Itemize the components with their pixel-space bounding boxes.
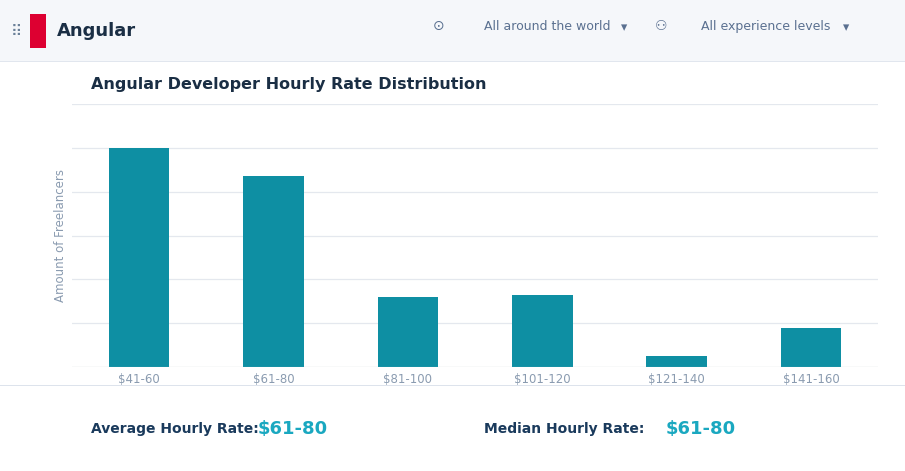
Text: ▾: ▾ [843,22,849,34]
Bar [243,176,304,367]
Text: All around the world: All around the world [484,20,611,32]
Text: Median Hourly Rate:: Median Hourly Rate: [484,422,644,436]
Text: $61-80: $61-80 [665,420,735,438]
Text: ⚇: ⚇ [654,19,667,33]
Bar [109,147,169,367]
Text: ▾: ▾ [622,22,627,34]
Y-axis label: Amount of Freelancers: Amount of Freelancers [53,169,67,302]
Bar [781,328,842,367]
Text: Angular: Angular [57,22,136,40]
Text: Average Hourly Rate:: Average Hourly Rate: [90,422,258,436]
Bar [377,297,438,367]
Text: Angular Developer Hourly Rate Distribution: Angular Developer Hourly Rate Distributi… [90,77,486,92]
Text: $61-80: $61-80 [258,420,328,438]
Text: All experience levels: All experience levels [701,20,831,32]
Bar [512,295,573,367]
Text: ⠿: ⠿ [11,24,22,39]
Bar [646,357,707,367]
FancyBboxPatch shape [30,14,46,49]
Text: ⊙: ⊙ [433,19,444,33]
